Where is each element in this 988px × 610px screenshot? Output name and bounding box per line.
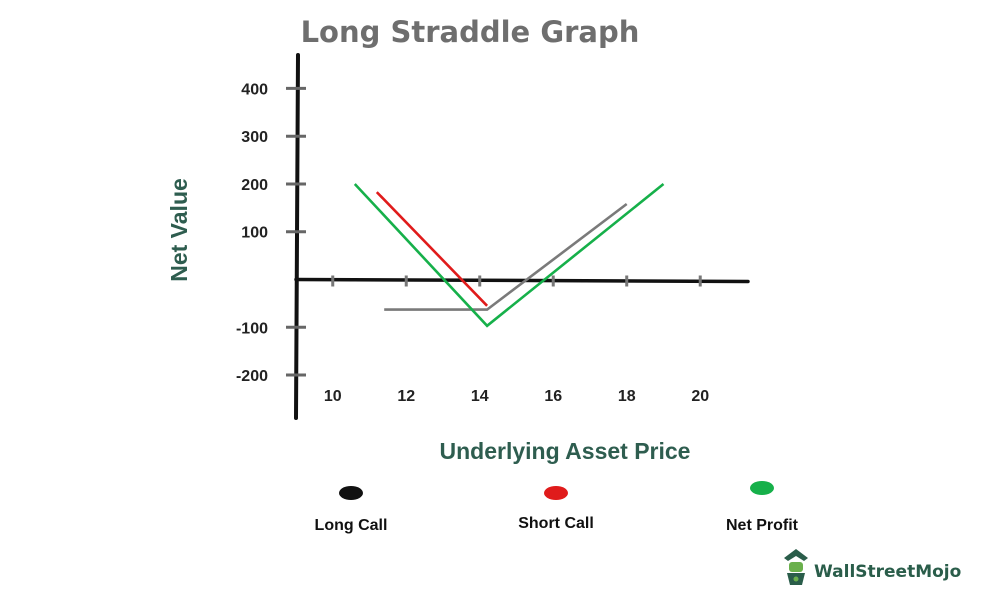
y-tick-label: -200 xyxy=(236,368,268,385)
x-axis-line xyxy=(294,277,750,284)
y-tick-label: -100 xyxy=(236,320,268,337)
x-tick-label: 12 xyxy=(397,388,415,405)
long-call-line xyxy=(384,202,628,311)
axes: 400 300 200 100 -100 -200 10 12 14 16 18 20 xyxy=(236,53,750,420)
y-tick-label: 400 xyxy=(241,81,268,98)
x-tick-label: 20 xyxy=(691,388,709,405)
x-tick-label: 10 xyxy=(324,388,342,405)
net-profit-legend-label: Net Profit xyxy=(726,517,799,534)
short-call-legend-label: Short Call xyxy=(518,515,594,532)
y-tick-label: 100 xyxy=(241,225,268,242)
x-axis-label: Underlying Asset Price xyxy=(440,438,691,464)
short-call-legend-marker xyxy=(544,486,568,500)
legend: Long Call Short Call Net Profit xyxy=(315,481,799,534)
series-lines xyxy=(353,182,665,328)
y-axis-label: Net Value xyxy=(166,178,192,282)
long-call-legend-label: Long Call xyxy=(315,517,388,534)
x-tick-label: 14 xyxy=(471,388,489,405)
y-tick-label: 300 xyxy=(241,129,268,146)
y-tick-label: 200 xyxy=(241,177,268,194)
net-profit-line xyxy=(353,182,665,328)
net-profit-legend-marker xyxy=(750,481,774,495)
y-axis-line xyxy=(294,53,300,420)
short-call-line xyxy=(375,191,489,307)
long-call-legend-marker xyxy=(339,486,363,500)
wallstreetmojo-logo-icon xyxy=(784,549,808,585)
brand-logo: WallStreetMojo xyxy=(784,549,961,585)
chart-title: Long Straddle Graph xyxy=(301,15,640,49)
brand-name: WallStreetMojo xyxy=(814,562,961,582)
x-tick-label: 16 xyxy=(544,388,562,405)
x-tick-label: 18 xyxy=(618,388,636,405)
